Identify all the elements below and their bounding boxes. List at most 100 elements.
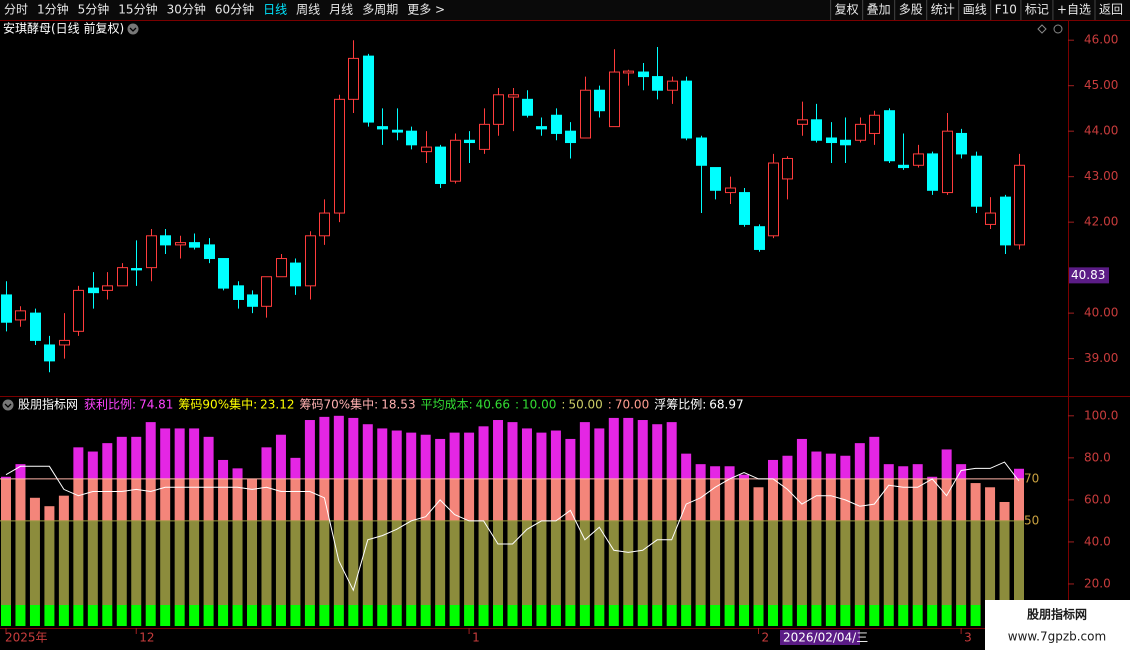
toolbar-button[interactable]: F10 [995,3,1017,17]
toolbar-tab[interactable]: 60分钟 [215,2,254,17]
toolbar-tab[interactable]: 分时 [4,3,28,17]
cursor-date-box [780,630,860,645]
readout-label: : [515,398,519,412]
ref-line-label: 50 [1024,513,1039,527]
candle-body [88,287,99,294]
profit-bar [131,436,142,626]
readout-label: : [608,398,612,412]
profit-bar [753,487,764,626]
candle-body [160,235,171,246]
candle-body [233,285,244,300]
profit-bar [44,506,55,626]
candle-body [305,235,316,287]
readout-value: 40.66 [476,398,510,412]
profit-bar [406,432,417,626]
cursor-date: 2026/02/04/三 [783,631,868,645]
profit-bar [796,438,807,626]
toolbar-button[interactable]: 复权 [835,3,859,17]
profit-bar [579,422,590,626]
diamond-icon[interactable] [1037,24,1047,34]
profit-bar [174,428,185,626]
candle-body [73,289,84,332]
profit-bar [536,432,547,626]
toolbar-button[interactable]: 统计 [931,3,955,17]
profit-bar [652,424,663,626]
profit-bar [478,426,489,626]
cursor-price-box [1069,267,1109,284]
profit-bar [811,451,822,626]
toolbar-tab[interactable]: 日线 [263,3,287,17]
candle-body [681,80,692,139]
profit-bar [391,430,402,626]
candle-body [406,130,417,146]
circle-icon[interactable] [1053,24,1063,34]
readout-label: 浮筹比例: [654,398,706,412]
candle-body [117,267,128,287]
profit-bar [435,438,446,626]
profit-bar [15,464,26,626]
readout-label: 筹码90%集中: [178,397,257,412]
toolbar-tab[interactable]: 月线 [329,3,353,17]
profit-bar [927,476,938,626]
candle-body [869,114,880,134]
readout-value: 18.53 [381,398,415,412]
toolbar-tab[interactable]: 15分钟 [118,2,157,17]
profit-bar [218,459,229,626]
candle-body [450,139,461,182]
candle-body [421,146,432,153]
toolbar-tab[interactable]: 1分钟 [37,2,69,17]
profit-bar [623,417,634,626]
toolbar-button[interactable]: 标记 [1025,3,1049,17]
candle-body [1,294,12,323]
profit-bar [58,495,69,626]
toolbar-button[interactable]: 画线 [963,3,987,17]
candle-body [884,110,895,162]
profit-bar [666,422,677,626]
toolbar-button[interactable]: 多股 [899,3,923,17]
profit-bar [247,478,258,626]
readout-value: 74.81 [139,398,173,412]
toolbar-tab[interactable]: 30分钟 [167,2,206,17]
float-line [5,461,1020,592]
candle-body [536,126,547,130]
indicator-icon[interactable] [2,399,14,411]
candle-body [898,164,909,169]
title-icon[interactable] [127,23,139,35]
candle-body [768,162,779,237]
profit-bar [232,468,243,626]
profit-bar [550,430,561,626]
profit-bar [912,464,923,626]
cursor-price: 40.83 [1071,268,1105,282]
candle-body [319,212,330,237]
candle-body [59,339,70,346]
candle-body [551,114,562,134]
x-tick-label: 12 [139,631,154,645]
chart-title: 安琪酵母(日线 前复权) [3,21,124,36]
profit-bar [261,447,272,626]
candle-body [826,137,837,144]
toolbar-button[interactable]: +自选 [1057,3,1091,17]
candle-body [261,276,272,307]
candle-body [942,130,953,194]
toolbar-button[interactable]: 返回 [1099,3,1123,17]
toolbar-tab[interactable]: 周线 [296,3,320,17]
candle-body [290,262,301,287]
profit-bar [116,436,127,626]
candle-body [913,153,924,166]
candle-body [334,98,345,214]
candle-body [855,123,866,141]
profit-bar [189,428,200,626]
readout-label: 平均成本: [421,398,473,412]
toolbar-tab[interactable]: 多周期 [362,3,398,17]
y-tick-label: 100.0 [1084,408,1118,422]
indicator-title: 股朋指标网 [18,397,78,412]
watermark-name: 股朋指标网 [1027,607,1087,622]
profit-bar [724,466,735,626]
profit-bar [493,420,504,626]
toolbar-tab[interactable]: 5分钟 [78,2,110,17]
toolbar-button[interactable]: 叠加 [867,3,891,17]
toolbar-tab[interactable]: 更多 > [407,3,445,17]
profit-bar [898,466,909,626]
